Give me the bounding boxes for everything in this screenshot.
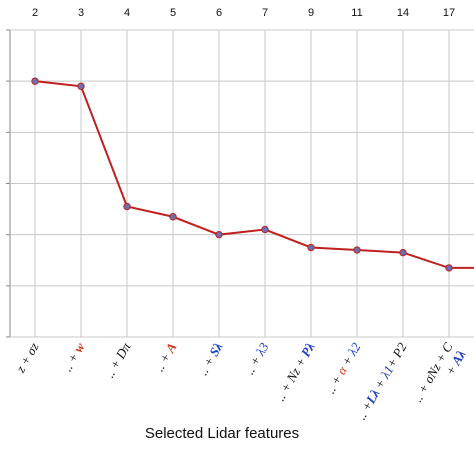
series-line (34, 80, 474, 269)
data-point (169, 213, 177, 221)
x-axis-title: Selected Lidar features (145, 425, 299, 442)
x-tick-label: z + σz (12, 340, 41, 376)
svg-text:.. + λ3: .. + λ3 (242, 340, 272, 377)
svg-text:.. + Dπ: .. + Dπ (102, 340, 134, 381)
series-line-layer (31, 77, 474, 272)
data-point (77, 82, 85, 90)
top-tick-label: 11 (351, 7, 362, 19)
svg-text:.. +Lλ + λ1+ P2: .. +Lλ + λ1+ P2 (354, 340, 410, 423)
x-tick-label: .. +Lλ + λ1+ P2 (354, 340, 410, 423)
data-point (445, 264, 453, 272)
top-tick-label: 3 (78, 7, 84, 19)
svg-text:z + σz: z + σz (12, 340, 41, 376)
data-point (353, 246, 361, 254)
x-tick-label: .. + Sλ (195, 340, 225, 378)
top-tick-label: 9 (308, 7, 314, 19)
x-tick-label: .. + Nz + Pλ (272, 340, 317, 404)
x-tick-label: .. + λ3 (242, 340, 272, 377)
svg-text:.. + α + λ2: .. + α + λ2 (323, 340, 364, 396)
svg-text:.. + w: .. + w (59, 340, 87, 374)
top-tick-label: 2 (32, 7, 38, 19)
top-tick-label: 14 (397, 7, 409, 19)
top-tick-label: 17 (443, 7, 455, 19)
data-point (215, 230, 223, 239)
x-tick-label: .. + σNz + C+ Aλ (410, 340, 469, 405)
svg-text:+ Aλ: + Aλ (442, 347, 468, 378)
x-tick-label: .. + Dπ (102, 340, 134, 381)
data-point (261, 225, 269, 234)
data-point (31, 77, 39, 85)
x-tick-labels: z + σz .. + w .. + Dπ .. + A .. + Sλ .. + λ3.… (12, 340, 469, 423)
x-tick-label: .. + w (59, 340, 87, 374)
top-tick-label: 4 (124, 7, 130, 19)
top-tick-label: 5 (170, 7, 176, 19)
data-point (307, 243, 315, 252)
svg-text:.. + Sλ: .. + Sλ (195, 340, 225, 378)
grid (6, 29, 474, 338)
svg-text:.. + A: .. + A (151, 340, 179, 374)
svg-text:.. + Nz + Pλ: .. + Nz + Pλ (272, 340, 317, 404)
data-point (399, 248, 407, 257)
x-tick-label: .. + A (151, 340, 179, 374)
data-point (123, 202, 131, 211)
top-tick-label: 6 (216, 7, 222, 19)
top-tick-label: 7 (262, 7, 268, 19)
top-tick-labels: 2 3 4 5 6 7 9 11 14 17 (32, 7, 455, 19)
x-tick-label: .. + α + λ2 (323, 340, 364, 396)
